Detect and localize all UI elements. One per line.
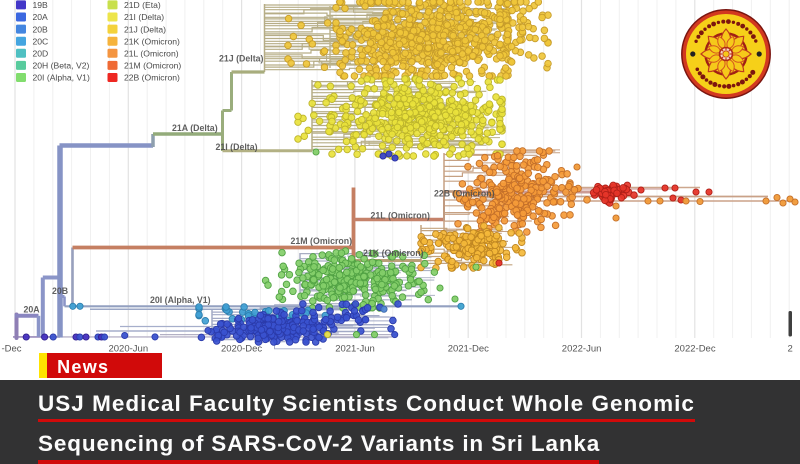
svg-text:2020-Dec: 2020-Dec [221, 344, 262, 355]
svg-text:20I (Alpha, V1): 20I (Alpha, V1) [150, 295, 211, 305]
svg-text:-Dec: -Dec [2, 344, 22, 355]
svg-text:2021-Jun: 2021-Jun [335, 344, 375, 355]
svg-text:19B: 19B [33, 0, 49, 10]
svg-text:20A: 20A [33, 12, 49, 22]
svg-text:21M (Omicron): 21M (Omicron) [124, 61, 181, 71]
svg-text:21I (Delta): 21I (Delta) [124, 12, 164, 22]
svg-text:20H (Beta, V2): 20H (Beta, V2) [33, 61, 90, 71]
svg-text:21K (Omicron): 21K (Omicron) [124, 36, 180, 46]
svg-text:20D: 20D [33, 49, 49, 59]
svg-text:20I (Alpha, V1): 20I (Alpha, V1) [33, 73, 90, 83]
svg-text:21A (Delta): 21A (Delta) [172, 123, 218, 133]
svg-text:21J (Delta): 21J (Delta) [124, 24, 166, 34]
svg-text:21I (Delta): 21I (Delta) [216, 142, 258, 152]
svg-text:21L (Omicron): 21L (Omicron) [371, 210, 431, 220]
svg-text:20A: 20A [24, 305, 41, 315]
svg-text:22B (Omicron): 22B (Omicron) [124, 73, 180, 83]
svg-text:20C: 20C [33, 36, 49, 46]
svg-text:21L (Omicron): 21L (Omicron) [124, 49, 179, 59]
svg-text:21M (Omicron): 21M (Omicron) [291, 236, 353, 246]
svg-text:22B (Omicron): 22B (Omicron) [434, 189, 495, 199]
svg-text:21K (Omicron): 21K (Omicron) [363, 248, 424, 258]
svg-text:2022-Dec: 2022-Dec [674, 344, 715, 355]
svg-text:2021-Dec: 2021-Dec [448, 344, 489, 355]
svg-text:2020-Jun: 2020-Jun [108, 344, 148, 355]
svg-text:2: 2 [788, 344, 793, 355]
svg-text:21D (Eta): 21D (Eta) [124, 0, 161, 10]
svg-text:20B: 20B [52, 286, 68, 296]
svg-text:21J (Delta): 21J (Delta) [219, 54, 264, 64]
svg-text:20B: 20B [33, 24, 49, 34]
svg-text:2022-Jun: 2022-Jun [562, 344, 602, 355]
